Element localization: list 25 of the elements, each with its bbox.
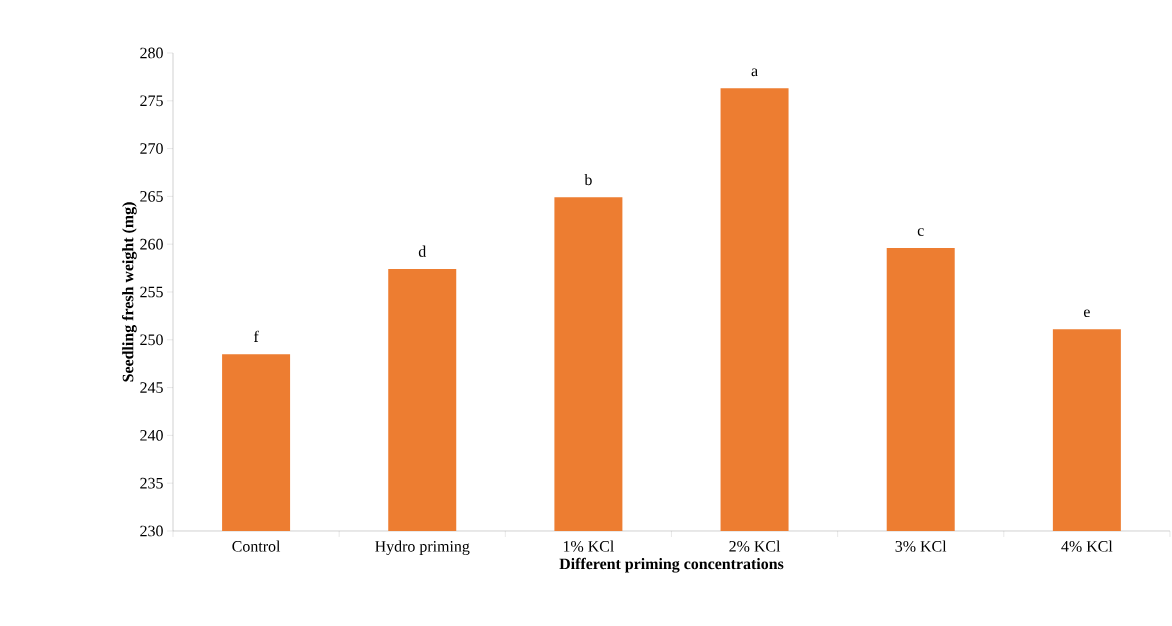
y-tick-label: 260 bbox=[140, 238, 163, 250]
x-tick-label: 4% KCl bbox=[1061, 540, 1113, 552]
x-tick-label: 1% KCl bbox=[563, 540, 614, 552]
x-tick-label: Control bbox=[232, 540, 281, 552]
x-tick-label: Hydro priming bbox=[375, 540, 470, 555]
annotation: e bbox=[1083, 309, 1090, 318]
x-axis-title: Different priming concentrations bbox=[559, 557, 784, 573]
annotation: a bbox=[751, 68, 758, 77]
y-tick-label: 255 bbox=[140, 286, 163, 298]
y-tick-label: 270 bbox=[140, 143, 163, 154]
y-tick-label: 265 bbox=[140, 191, 163, 202]
y-tick-label: 240 bbox=[140, 430, 163, 441]
y-tick-label: 235 bbox=[140, 477, 163, 489]
y-axis-title: Seedling fresh weight (mg) bbox=[122, 202, 137, 382]
y-tick-label: 275 bbox=[140, 95, 163, 107]
x-tick-label: 2% KCl bbox=[729, 540, 781, 552]
x-tick-label: 3% KCl bbox=[895, 540, 947, 552]
annotation: f bbox=[253, 330, 259, 342]
y-tick-label: 230 bbox=[140, 525, 163, 537]
y-tick-label: 280 bbox=[140, 47, 163, 59]
annotation: c bbox=[917, 228, 924, 236]
y-tick-label: 250 bbox=[140, 334, 163, 346]
y-tick-label: 245 bbox=[140, 382, 163, 393]
annotation: d bbox=[418, 245, 427, 257]
annotation: b bbox=[584, 173, 592, 186]
